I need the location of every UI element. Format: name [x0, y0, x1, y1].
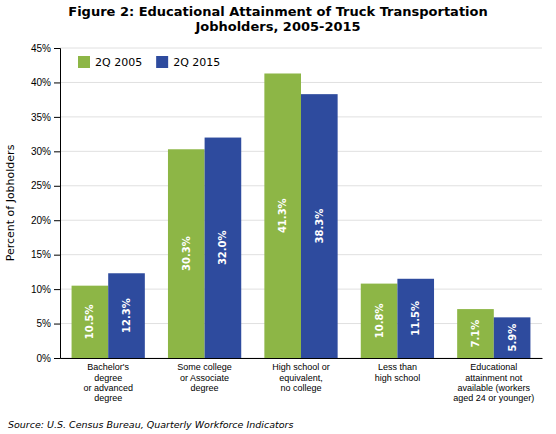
y-tick: 45% — [31, 43, 60, 54]
legend-label: 2Q 2005 — [95, 56, 142, 69]
x-tick: Less thanhigh school — [375, 362, 421, 382]
y-tick-mark — [54, 117, 60, 118]
data-label: 10.5% — [84, 304, 95, 339]
bar — [264, 73, 301, 358]
legend-item: 2Q 2005 — [78, 56, 142, 69]
x-tick-label: Bachelor'sdegreeor advanceddegree — [83, 362, 133, 403]
grid-line — [60, 48, 542, 49]
y-axis: 0% 5% 10% 15% 20% 25% 30% 35% 40% 45% — [31, 43, 61, 364]
y-tick: 20% — [31, 215, 60, 226]
x-tick-label: Some collegeor Associatedegree — [177, 362, 232, 393]
bar — [494, 317, 531, 358]
y-tick-mark — [54, 289, 60, 290]
y-tick-label: 40% — [31, 77, 51, 88]
y-tick-mark — [54, 220, 60, 221]
bars — [72, 73, 531, 358]
bar — [361, 284, 398, 358]
legend-item: 2Q 2015 — [156, 56, 220, 69]
y-tick: 10% — [31, 284, 60, 295]
chart: Figure 2: Educational Attainment of Truc… — [0, 0, 556, 434]
y-tick-label: 15% — [31, 249, 51, 260]
data-label: 12.3% — [121, 298, 132, 333]
y-tick-label: 0% — [37, 353, 52, 364]
y-tick: 35% — [31, 112, 60, 123]
legend: 2Q 2005 2Q 2015 — [78, 56, 220, 69]
series — [72, 73, 494, 358]
data-label: 41.3% — [277, 198, 288, 233]
y-tick-label: 45% — [31, 43, 51, 54]
bar — [397, 279, 434, 358]
y-tick-label: 35% — [31, 112, 51, 123]
y-tick-mark — [54, 358, 60, 359]
data-label: 5.9% — [507, 324, 518, 352]
data-labels: 10.5% 30.3% 41.3% 10.8% 7.1% 12.3% 32.0% 38.3% 1… — [84, 198, 517, 351]
x-axis-line — [61, 358, 543, 359]
title: Figure 2: Educational Attainment of Truc… — [68, 4, 488, 34]
bar — [205, 138, 242, 358]
y-tick: 15% — [31, 249, 60, 260]
y-tick-mark — [54, 48, 60, 49]
y-axis-title: Percent of Jobholders — [4, 144, 17, 261]
y-tick-label: 10% — [31, 284, 51, 295]
x-tick: Bachelor'sdegreeor advanceddegree — [83, 362, 133, 403]
y-tick-label: 5% — [37, 318, 52, 329]
data-label: 10.8% — [374, 303, 385, 338]
y-axis-line — [54, 49, 61, 359]
x-tick-label: Less thanhigh school — [375, 362, 421, 382]
y-tick-mark — [54, 151, 60, 152]
bar — [168, 149, 205, 358]
series — [108, 94, 530, 358]
data-label: 38.3% — [314, 209, 325, 244]
y-tick: 5% — [37, 318, 60, 329]
x-tick: Some collegeor Associatedegree — [177, 362, 232, 393]
bar — [108, 273, 145, 358]
y-tick-mark — [54, 186, 60, 187]
data-label: 7.1% — [470, 320, 481, 348]
y-tick-label: 30% — [31, 146, 51, 157]
bar — [457, 309, 494, 358]
x-tick-label: Educationalattainment notavailable (work… — [453, 362, 534, 403]
grid — [60, 48, 542, 358]
y-tick-label: 20% — [31, 215, 51, 226]
bar — [72, 286, 109, 358]
y-tick-mark — [54, 255, 60, 256]
legend-swatch — [78, 56, 90, 68]
x-tick: Educationalattainment notavailable (work… — [453, 362, 534, 403]
x-tick-label: High school orequivalent,no college — [272, 362, 330, 393]
y-tick: 25% — [31, 180, 60, 191]
annotation: Source: U.S. Census Bureau, Quarterly Wo… — [8, 419, 293, 430]
y-tick: 30% — [31, 146, 60, 157]
data-label: 11.5% — [410, 301, 421, 336]
data-label: 30.3% — [181, 236, 192, 271]
x-tick: High school orequivalent,no college — [272, 362, 330, 393]
y-tick-mark — [54, 324, 60, 325]
y-tick-label: 25% — [31, 180, 51, 191]
legend-swatch — [156, 56, 168, 68]
legend-label: 2Q 2015 — [173, 56, 220, 69]
y-tick: 0% — [37, 353, 60, 364]
bar — [301, 94, 338, 358]
data-label: 32.0% — [217, 230, 228, 265]
plot: 0% 5% 10% 15% 20% 25% 30% 35% 40% 45% Bachelor'sde… — [31, 43, 543, 404]
y-tick: 40% — [31, 77, 60, 88]
y-tick-mark — [54, 82, 60, 83]
x-axis: Bachelor'sdegreeor advanceddegree Some co… — [61, 359, 543, 404]
